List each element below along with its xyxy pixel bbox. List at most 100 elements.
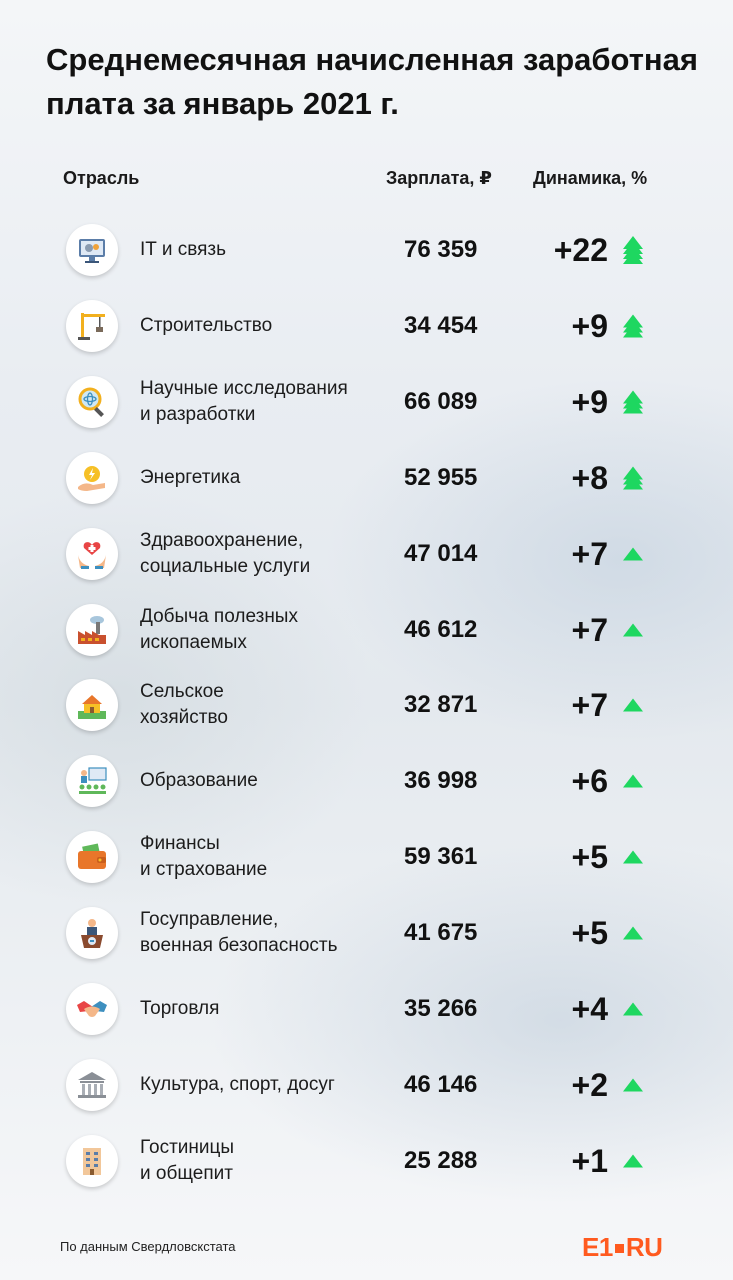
industry-label: Энергетика xyxy=(140,445,380,511)
dynamics-value: +9 xyxy=(571,383,608,420)
salary-value: 32 871 xyxy=(404,691,478,719)
up-arrow-icon xyxy=(620,521,646,587)
salary-value: 41 675 xyxy=(404,919,478,947)
arrow-tier xyxy=(623,547,643,561)
industry-label-line: Энергетика xyxy=(140,466,241,488)
arrow-tier xyxy=(623,324,643,338)
arrow-tier xyxy=(623,698,643,712)
table-row: Культура, спорт, досуг 46 146 +2 xyxy=(0,1052,733,1118)
salary-value: 46 612 xyxy=(404,615,478,643)
industry-label-line: IT и связь xyxy=(140,239,226,260)
salary-value: 36 998 xyxy=(404,767,478,795)
industry-label: Образование xyxy=(140,748,380,814)
industry-label: Госуправление, военная безопасность xyxy=(140,900,380,966)
industry-label-line: Финансы xyxy=(140,833,220,855)
crane-icon xyxy=(66,299,118,352)
column-header-salary: Зарплата, ₽ xyxy=(386,168,492,188)
industry-label: Торговля xyxy=(140,976,380,1042)
table-row: Гостиницы и общепит 25 288 +1 xyxy=(0,1128,733,1194)
up-arrow-icon xyxy=(620,672,646,738)
dynamics-value: +6 xyxy=(571,763,608,800)
industry-label-line: Гостиницы xyxy=(140,1136,235,1158)
dynamics-value: +8 xyxy=(571,459,608,496)
e1-logo: E1 RU xyxy=(582,1232,663,1263)
column-header-industry: Отрасль xyxy=(63,168,140,188)
table-row: Строительство 34 454 +9 xyxy=(0,293,733,359)
industry-label-line: Строительство xyxy=(140,314,273,336)
dynamics-value: +2 xyxy=(571,1066,608,1103)
wallet-icon xyxy=(66,831,118,884)
arrow-tier xyxy=(623,623,643,636)
industry-label-line: хозяйство xyxy=(140,707,228,729)
salary-value: 47 014 xyxy=(404,539,478,567)
up-arrow-icon xyxy=(620,748,646,814)
logo-text-right: RU xyxy=(625,1232,663,1262)
industry-label-line: военная безопасность xyxy=(140,935,338,957)
table-row: Образование 36 998 +6 xyxy=(0,748,733,814)
dynamics-value: +7 xyxy=(571,687,608,724)
table-row: IT и связь 76 359 +22 xyxy=(0,217,733,283)
arrow-tier xyxy=(623,926,643,940)
industry-label: Добыча полезных ископаемых xyxy=(140,597,380,663)
dynamics-value: +5 xyxy=(571,839,608,876)
podium-speaker-icon xyxy=(66,907,118,960)
salary-value: 76 359 xyxy=(404,236,478,263)
industry-label-line: Торговля xyxy=(140,998,220,1019)
industry-label-line: Добыча полезных xyxy=(140,605,298,627)
arrow-tier xyxy=(623,1078,643,1092)
dynamics-value: +9 xyxy=(571,307,608,344)
logo-text-left: E1 xyxy=(582,1232,613,1262)
industry-label-line: Здравоохранение, xyxy=(140,529,304,551)
table-row: Научные исследования и разработки 66 089 +9 xyxy=(0,369,733,435)
hotel-building-icon xyxy=(66,1134,118,1187)
dynamics-value: +7 xyxy=(571,535,608,572)
up-arrow-icon xyxy=(620,369,646,435)
factory-icon xyxy=(66,603,118,656)
up-arrow-icon xyxy=(620,293,646,359)
table-row: Сельское хозяйство 32 871 +7 xyxy=(0,672,733,738)
table-row: Добыча полезных ископаемых 46 612 +7 xyxy=(0,597,733,663)
table-row: Госуправление, военная безопасность 41 675… xyxy=(0,900,733,966)
arrow-tier xyxy=(623,400,643,414)
industry-label-line: и разработки xyxy=(140,403,256,425)
museum-icon xyxy=(66,1058,118,1111)
page-title: Среднемесячная начисленная заработная пл… xyxy=(46,42,698,121)
industry-label: Финансы и страхование xyxy=(140,824,380,890)
up-arrow-icon xyxy=(620,900,646,966)
classroom-icon xyxy=(66,755,118,808)
industry-label-line: и общепит xyxy=(140,1162,233,1184)
arrow-tier xyxy=(623,850,643,864)
table-row: Энергетика 52 955 +8 xyxy=(0,445,733,511)
arrow-tier xyxy=(623,251,643,264)
dynamics-value: +4 xyxy=(571,991,608,1027)
industry-label: Сельское хозяйство xyxy=(140,672,380,738)
farm-house-icon xyxy=(66,679,118,732)
industry-label-line: социальные услуги xyxy=(140,555,311,577)
up-arrow-icon xyxy=(620,1128,646,1194)
industry-label: Здравоохранение, социальные услуги xyxy=(140,521,380,587)
industry-label: Культура, спорт, досуг xyxy=(140,1052,380,1118)
salary-value: 46 146 xyxy=(404,1070,478,1098)
industry-label-line: Сельское xyxy=(140,681,224,703)
salary-value: 52 955 xyxy=(404,463,478,491)
up-arrow-icon xyxy=(620,976,646,1042)
industry-label-line: ископаемых xyxy=(140,631,247,653)
dynamics-value: +7 xyxy=(571,611,608,648)
up-arrow-icon xyxy=(620,445,646,511)
arrow-tier xyxy=(623,1002,643,1016)
dynamics-value: +22 xyxy=(553,232,608,268)
logo-dot xyxy=(614,1243,624,1253)
arrow-tier xyxy=(623,1154,643,1168)
column-header-dynamics: Динамика, % xyxy=(533,168,648,188)
up-arrow-icon xyxy=(620,597,646,663)
industry-label-line: и страхование xyxy=(140,859,268,881)
salary-value: 59 361 xyxy=(404,843,478,871)
industry-label-line: Госуправление, xyxy=(140,909,279,931)
arrow-tier xyxy=(623,774,643,788)
table-row: Финансы и страхование 59 361 +5 xyxy=(0,824,733,890)
salary-value: 25 288 xyxy=(404,1146,478,1174)
magnifier-atom-icon xyxy=(66,375,118,428)
salary-value: 66 089 xyxy=(404,387,478,415)
hands-heart-icon xyxy=(66,527,118,580)
